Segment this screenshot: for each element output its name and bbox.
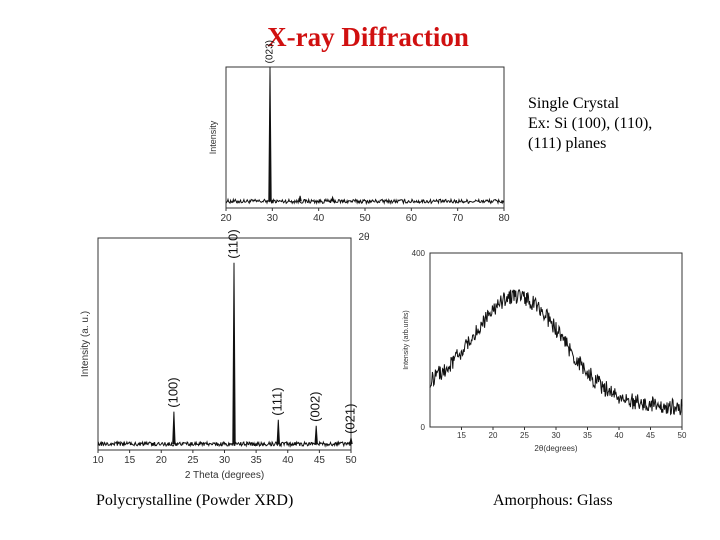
single-crystal-x-tick-label: 70	[452, 213, 464, 224]
single-crystal-x-tick-label: 50	[359, 213, 371, 224]
polycrystalline-x-tick-label: 50	[345, 455, 357, 466]
single-crystal-line-3: (111) planes	[528, 135, 607, 152]
polycrystalline-peak-label: (110)	[225, 229, 240, 258]
single-crystal-line-2: Ex: Si (100), (110),	[528, 115, 653, 132]
amorphous-x-tick-label: 45	[646, 431, 655, 440]
single-crystal-x-tick-label: 20	[220, 213, 232, 224]
polycrystalline-chart: 10 15 20 25 30 35 40 45 50 2 Theta (degrees) Inten…	[80, 229, 357, 481]
amorphous-chart: 15 20 25 30 35 40 45 50 2θ(degrees) Intensity (ar…	[403, 249, 687, 453]
polycrystalline-x-tick-label: 40	[282, 455, 294, 466]
single-crystal-x-axis-label: 2θ	[358, 232, 370, 243]
amorphous-x-tick-label: 50	[678, 431, 687, 440]
single-crystal-x-tick-label: 60	[406, 213, 418, 224]
amorphous-caption: Amorphous: Glass	[493, 492, 613, 509]
polycrystalline-x-tick-label: 30	[219, 455, 231, 466]
single-crystal-label: Single Crystal Ex: Si (100), (110), (111…	[528, 94, 652, 154]
amorphous-x-tick-label: 25	[520, 431, 529, 440]
polycrystalline-y-axis-label: Intensity (a. u.)	[80, 311, 91, 377]
amorphous-x-tick-label: 20	[489, 431, 498, 440]
single-crystal-chart: 20 30 40 50 60 70 80 2θ Intensity (023)	[208, 40, 510, 243]
polycrystalline-peak-label: (002)	[308, 391, 323, 421]
polycrystalline-x-tick-label: 20	[156, 455, 168, 466]
single-crystal-peak	[298, 195, 302, 202]
polycrystalline-x-tick-label: 15	[124, 455, 136, 466]
polycrystalline-plot-frame	[97, 237, 352, 451]
single-crystal-peak	[330, 195, 335, 202]
amorphous-x-tick-label: 35	[583, 431, 592, 440]
polycrystalline-x-axis-label: 2 Theta (degrees)	[185, 470, 264, 481]
polycrystalline-caption: Polycrystalline (Powder XRD)	[96, 492, 294, 509]
single-crystal-x-tick-label: 30	[267, 213, 279, 224]
polycrystalline-peak	[276, 419, 280, 445]
single-crystal-series-line	[225, 197, 505, 206]
amorphous-y-axis-label: Intensity (arb.units)	[403, 310, 410, 370]
amorphous-x-axis-label: 2θ(degrees)	[534, 444, 577, 453]
single-crystal-peak	[268, 67, 272, 202]
single-crystal-x-tick-label: 80	[498, 213, 510, 224]
amorphous-x-tick-label: 40	[615, 431, 624, 440]
single-crystal-x-tick-label: 40	[313, 213, 325, 224]
amorphous-x-tick-label: 15	[457, 431, 466, 440]
polycrystalline-x-tick-label: 10	[92, 455, 104, 466]
slide-title: X-ray Diffraction	[267, 22, 469, 52]
amorphous-x-tick-label: 30	[552, 431, 561, 440]
polycrystalline-x-tick-label: 25	[187, 455, 199, 466]
polycrystalline-peak-label: (100)	[165, 377, 180, 407]
polycrystalline-peak	[349, 437, 353, 445]
single-crystal-line-1: Single Crystal	[528, 95, 620, 112]
polycrystalline-series-line	[97, 440, 352, 448]
polycrystalline-peak-label: (021)	[342, 404, 357, 434]
polycrystalline-peak	[232, 262, 236, 445]
polycrystalline-x-tick-label: 35	[251, 455, 263, 466]
polycrystalline-peak	[314, 425, 318, 445]
amorphous-y-tick-label: 0	[421, 423, 426, 432]
amorphous-y-tick-label: 400	[412, 249, 426, 258]
single-crystal-peak-label: (023)	[265, 40, 276, 63]
single-crystal-y-axis-label: Intensity	[208, 120, 218, 154]
polycrystalline-x-tick-label: 45	[314, 455, 326, 466]
amorphous-series-line	[429, 289, 683, 416]
polycrystalline-peak	[172, 411, 176, 445]
polycrystalline-peak-label: (111)	[270, 387, 285, 415]
single-crystal-plot-frame	[225, 66, 505, 209]
